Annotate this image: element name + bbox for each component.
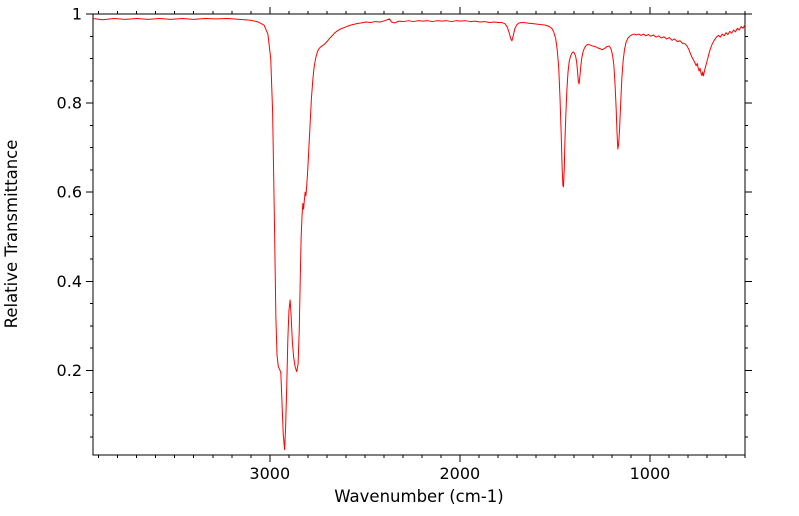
y-tick-label: 1	[72, 5, 82, 24]
x-axis-title: Wavenumber (cm-1)	[334, 487, 503, 506]
y-tick-label: 0.2	[57, 361, 82, 380]
x-tick-label: 1000	[630, 464, 671, 483]
plot-frame	[92, 13, 746, 456]
y-tick-label: 0.6	[57, 183, 82, 202]
y-tick-label: 0.8	[57, 94, 82, 113]
y-axis-title: Relative Transmittance	[2, 140, 21, 329]
y-tick-label: 0.4	[57, 272, 82, 291]
x-tick-label: 2000	[440, 464, 481, 483]
x-tick-label: 3000	[249, 464, 290, 483]
spectrum-line	[92, 17, 746, 451]
